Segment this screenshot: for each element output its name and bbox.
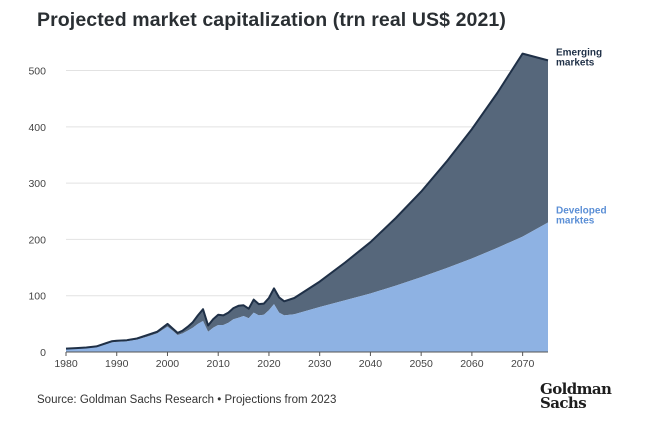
logo-line-2: Sachs xyxy=(540,394,587,412)
label-developed-line: Developed xyxy=(556,206,607,217)
x-tick-label: 2040 xyxy=(359,358,383,370)
y-tick-label: 0 xyxy=(40,347,46,359)
chart-title: Projected market capitalization (trn rea… xyxy=(37,9,506,31)
label-developed-markets: Developed marktes xyxy=(556,206,607,227)
x-tick-label: 2050 xyxy=(409,358,433,370)
label-emerging-line: markets xyxy=(556,57,595,68)
x-tick-label: 2030 xyxy=(308,358,332,370)
series-labels: Emerging markets Developed marktes xyxy=(556,47,607,226)
y-tick-label: 300 xyxy=(28,178,46,190)
y-tick-label: 200 xyxy=(28,234,46,246)
label-emerging-line: Emerging xyxy=(556,47,602,58)
goldman-sachs-logo: Goldman Sachs xyxy=(540,380,612,412)
x-tick-label: 2060 xyxy=(460,358,484,370)
y-tick-label: 100 xyxy=(28,291,46,303)
label-emerging-markets: Emerging markets xyxy=(556,47,602,68)
x-tick-label: 1980 xyxy=(54,358,78,370)
x-tick-label: 2020 xyxy=(257,358,281,370)
x-tick-label: 2070 xyxy=(511,358,535,370)
x-tick-label: 1990 xyxy=(105,358,129,370)
line-total xyxy=(65,52,549,350)
y-tick-label: 500 xyxy=(28,66,46,78)
y-tick-label: 400 xyxy=(28,122,46,134)
label-developed-line: marktes xyxy=(556,216,595,227)
logo-line-1: Goldman xyxy=(540,380,612,398)
x-tick-label: 2010 xyxy=(207,358,231,370)
source-note: Source: Goldman Sachs Research • Project… xyxy=(37,394,337,406)
areas xyxy=(65,52,549,352)
x-tick-label: 2000 xyxy=(156,358,180,370)
axes: 0 100 200 300 400 500 1980 1990 2000 2010 2020 2030… xyxy=(28,66,548,370)
area-developed-markets xyxy=(66,222,548,352)
